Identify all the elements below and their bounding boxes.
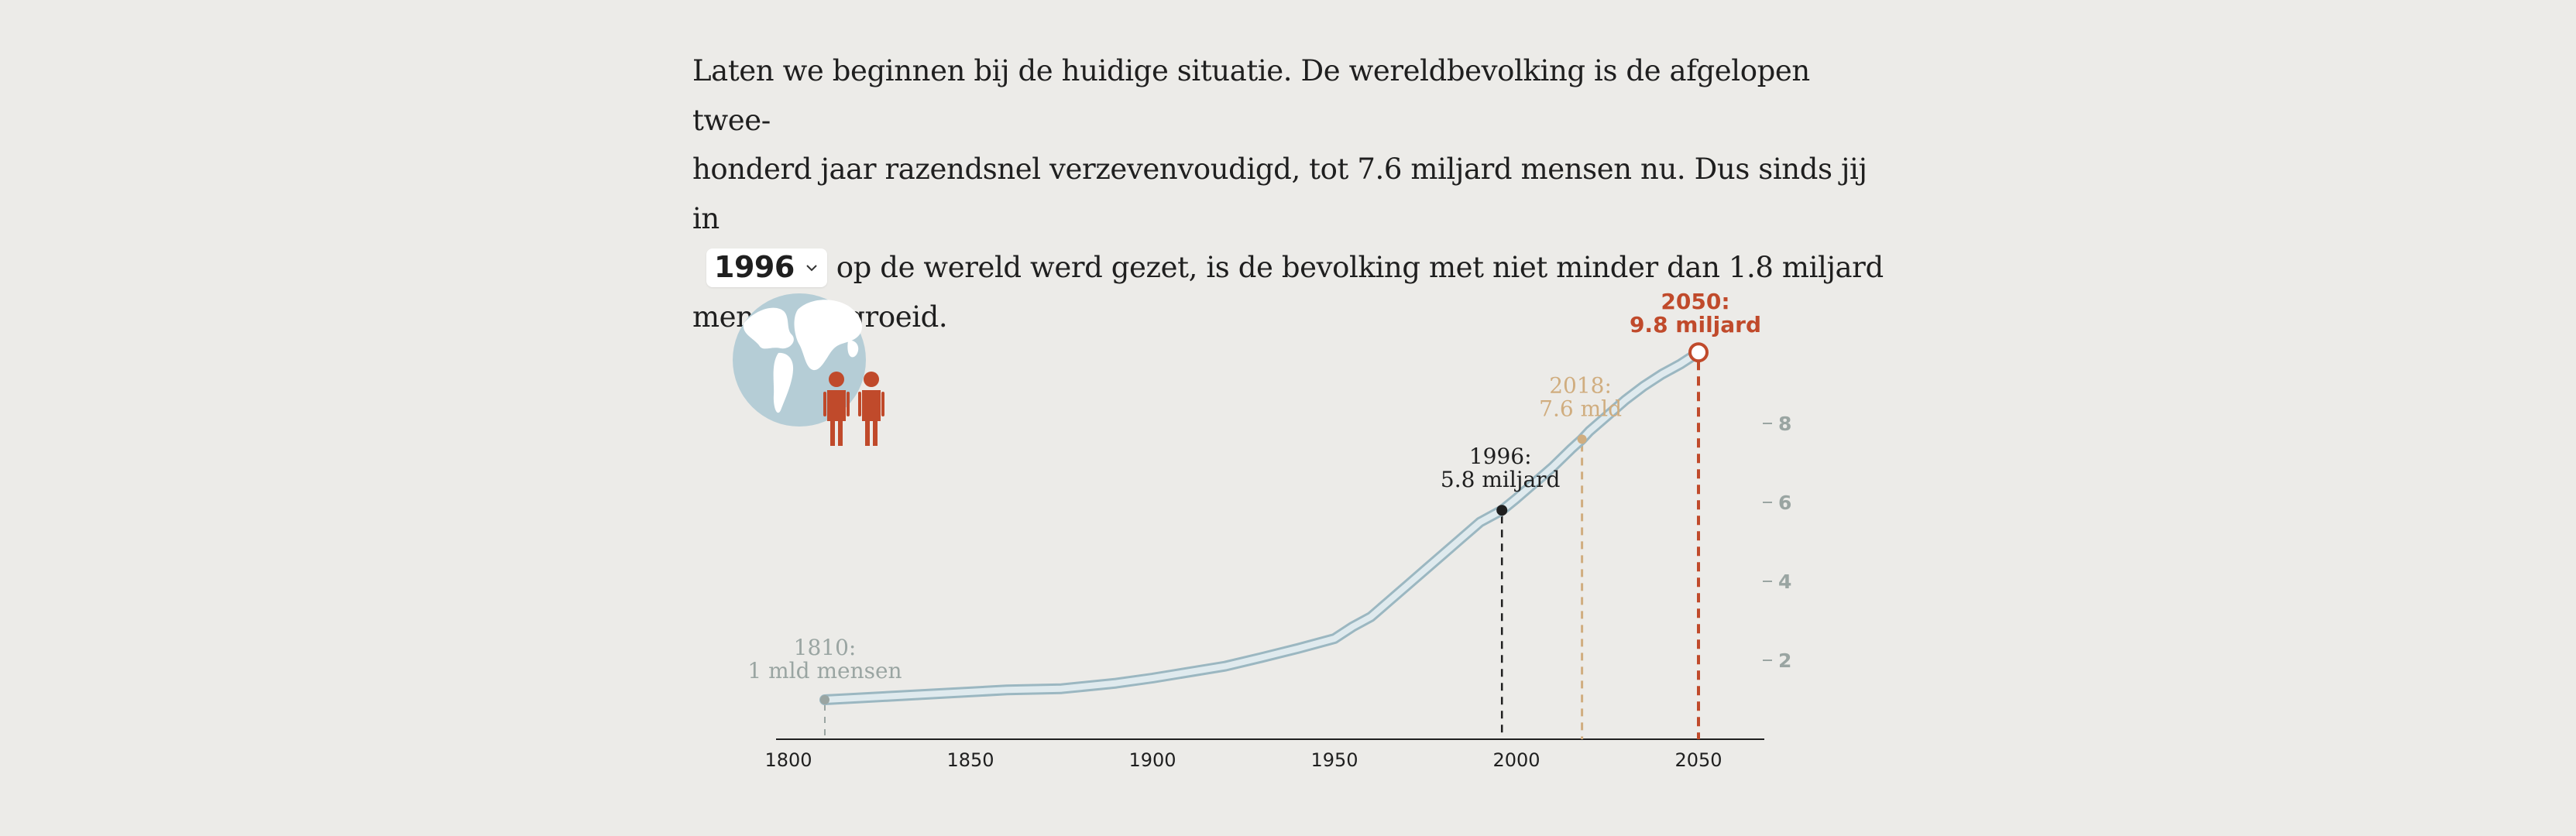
y-tick-label: 4 (1778, 570, 1791, 593)
x-tick-label: 1950 (1310, 749, 1358, 771)
intro-line-1: Laten we beginnen bij de huidige situati… (692, 54, 1810, 137)
globe-icon (733, 293, 866, 427)
annotation-label-1810-line2: 1 mld mensen (747, 658, 902, 684)
intro-paragraph: Laten we beginnen bij de huidige situati… (692, 46, 1885, 341)
x-tick-label: 1850 (946, 749, 994, 771)
annotation-label-1996-line1: 1996: (1469, 444, 1532, 469)
intro-line-3: op de wereld werd gezet, is de bevolking… (836, 251, 1884, 284)
annotation-label-2018-line2: 7.6 mld (1539, 396, 1622, 421)
chevron-down-icon (806, 264, 817, 271)
intro-line-2: honderd jaar razendsnel verzevenvoudigd,… (692, 152, 1867, 235)
y-tick-label: 6 (1778, 492, 1791, 514)
people-icon (823, 372, 884, 446)
annotation-label-1996-line2: 5.8 miljard (1441, 467, 1561, 492)
annotation-label-1810-line1: 1810: (794, 635, 857, 660)
annotation-label-2050-line2: 9.8 miljard (1630, 312, 1761, 337)
annotation-label-2018-line1: 2018: (1549, 372, 1612, 398)
marker-1810 (820, 695, 829, 704)
annotation-label-2050-line1: 2050: (1661, 289, 1729, 314)
x-tick-label: 2000 (1492, 749, 1540, 771)
marker-2050 (1688, 342, 1709, 363)
birth-year-select[interactable]: 1996 (706, 248, 827, 287)
x-tick-label: 1800 (764, 749, 812, 771)
birth-year-value: 1996 (714, 249, 795, 284)
x-tick-label: 1900 (1128, 749, 1176, 771)
marker-1996 (1496, 505, 1508, 516)
x-tick-label: 2050 (1674, 749, 1722, 771)
y-tick-label: 2 (1778, 649, 1791, 672)
population-curve (822, 349, 1702, 703)
y-tick-label: 8 (1778, 413, 1791, 435)
marker-2018 (1577, 434, 1587, 444)
